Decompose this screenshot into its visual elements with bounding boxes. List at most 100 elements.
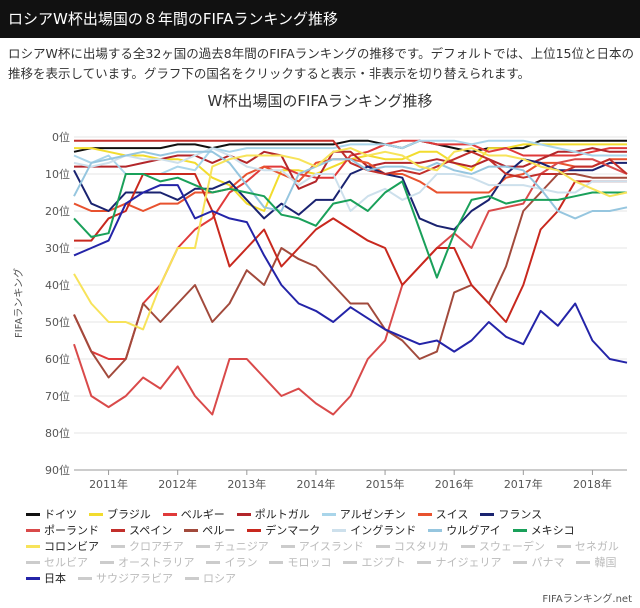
legend-swatch: [89, 512, 103, 516]
legend-item[interactable]: 韓国: [576, 555, 616, 569]
legend-item[interactable]: デンマーク: [247, 523, 320, 537]
series-line: [73, 173, 627, 279]
legend-label: ロシア: [203, 572, 236, 585]
legend: ドイツ ブラジル ベルギー ポルトガル アルゼンチン スイス フランスポーランド スペイン ペル…: [26, 507, 626, 585]
legend-label: コスタリカ: [393, 540, 449, 553]
legend-item[interactable]: ポーランド: [26, 523, 99, 537]
legend-item[interactable]: ベルギー: [162, 507, 225, 521]
legend-item[interactable]: メキシコ: [512, 523, 575, 537]
legend-item[interactable]: モロッコ: [269, 555, 331, 569]
legend-label: ペルー: [202, 524, 236, 537]
series-line: [73, 147, 627, 212]
x-tick-label: 2015年: [366, 477, 405, 491]
legend-swatch: [512, 528, 527, 532]
legend-item[interactable]: スウェーデン: [460, 539, 545, 553]
legend-label: チュニジア: [213, 540, 269, 553]
x-tick-label: 2012年: [158, 477, 197, 491]
series-line: [73, 158, 628, 416]
chart: W杯出場国のFIFAランキング推移 FIFAランキング 0位 10位 20位 30位 4…: [12, 92, 628, 491]
legend-swatch: [343, 560, 358, 564]
legend-item[interactable]: ドイツ: [26, 507, 77, 521]
legend-item[interactable]: ブラジル: [89, 507, 151, 521]
description: ロシアW杯に出場する全32ヶ国の過去8年間のFIFAランキングの推移です。デフォ…: [8, 46, 634, 81]
legend-item[interactable]: アルゼンチン: [321, 507, 406, 521]
legend-item[interactable]: コロンビア: [26, 539, 99, 553]
legend-label: セネガル: [574, 540, 619, 553]
legend-swatch: [460, 544, 475, 548]
legend-label: コロンビア: [44, 540, 99, 553]
legend-item[interactable]: イラン: [206, 555, 257, 569]
legend-swatch: [26, 576, 40, 580]
legend-label: ナイジェリア: [435, 556, 502, 569]
legend-label: デンマーク: [265, 524, 321, 537]
legend-swatch: [111, 528, 125, 532]
series-line: [74, 139, 628, 179]
legend-label: スウェーデン: [478, 540, 545, 553]
legend-swatch: [480, 512, 495, 516]
legend-label: アイスランド: [298, 540, 364, 553]
legend-label: アルゼンチン: [339, 508, 406, 521]
chart-title: W杯出場国のFIFAランキング推移: [208, 92, 433, 110]
legend-swatch: [417, 512, 432, 516]
legend-item[interactable]: ウルグアイ: [428, 523, 501, 537]
y-tick-label: 30位: [45, 241, 70, 255]
legend-label: パナマ: [531, 556, 565, 569]
legend-item[interactable]: 日本: [26, 571, 66, 585]
legend-item[interactable]: ナイジェリア: [417, 555, 501, 569]
legend-swatch: [162, 512, 177, 516]
legend-item[interactable]: クロアチア: [111, 539, 184, 553]
legend-label: オーストラリア: [118, 556, 195, 569]
legend-item[interactable]: パナマ: [513, 555, 564, 569]
legend-swatch: [185, 576, 199, 580]
legend-label: メキシコ: [530, 524, 575, 537]
legend-label: ブラジル: [107, 508, 151, 521]
series-line: [73, 139, 627, 153]
legend-swatch: [195, 544, 210, 548]
legend-swatch: [280, 544, 295, 548]
y-tick-label: 60位: [45, 352, 70, 366]
legend-item[interactable]: スペイン: [111, 523, 172, 537]
x-tick-label: 2014年: [296, 477, 335, 491]
y-tick-label: 50位: [45, 315, 70, 329]
legend-swatch: [26, 560, 40, 564]
legend-label: モロッコ: [287, 556, 332, 569]
legend-item[interactable]: アイスランド: [280, 539, 364, 553]
series-line: [73, 147, 628, 331]
legend-item[interactable]: エジプト: [343, 555, 405, 569]
legend-label: スイス: [435, 508, 469, 521]
series-line: [73, 139, 627, 175]
legend-item[interactable]: セルビア: [26, 555, 88, 569]
legend-label: クロアチア: [129, 540, 184, 553]
legend-swatch: [556, 544, 571, 548]
y-axis-label: FIFAランキング: [12, 268, 25, 338]
legend-swatch: [332, 528, 347, 532]
legend-item[interactable]: セネガル: [556, 539, 619, 553]
legend-item[interactable]: ロシア: [185, 571, 236, 585]
legend-label: 韓国: [594, 556, 617, 569]
series-line: [74, 173, 627, 323]
legend-item[interactable]: コスタリカ: [375, 539, 449, 553]
legend-swatch: [417, 560, 432, 564]
legend-item[interactable]: サウジアラビア: [78, 571, 173, 585]
legend-item[interactable]: ペルー: [184, 523, 235, 537]
legend-swatch: [236, 512, 251, 516]
x-tick-label: 2016年: [435, 477, 474, 491]
legend-label: サウジアラビア: [96, 572, 173, 585]
legend-swatch: [321, 512, 336, 516]
legend-item[interactable]: スイス: [417, 507, 469, 521]
legend-item[interactable]: フランス: [480, 507, 542, 521]
legend-label: ベルギー: [180, 508, 225, 521]
legend-swatch: [26, 512, 40, 516]
legend-label: ポルトガル: [254, 508, 310, 521]
y-tick-label: 90位: [45, 463, 70, 477]
legend-swatch: [100, 560, 114, 564]
legend-swatch: [576, 560, 591, 564]
y-tick-label: 20位: [45, 204, 70, 218]
legend-item[interactable]: イングランド: [332, 523, 416, 537]
legend-label: セルビア: [44, 556, 88, 569]
legend-item[interactable]: ポルトガル: [236, 507, 310, 521]
x-tick-label: 2017年: [504, 477, 543, 491]
legend-item[interactable]: チュニジア: [195, 539, 269, 553]
legend-item[interactable]: オーストラリア: [100, 555, 194, 569]
legend-label: スペイン: [129, 524, 173, 537]
